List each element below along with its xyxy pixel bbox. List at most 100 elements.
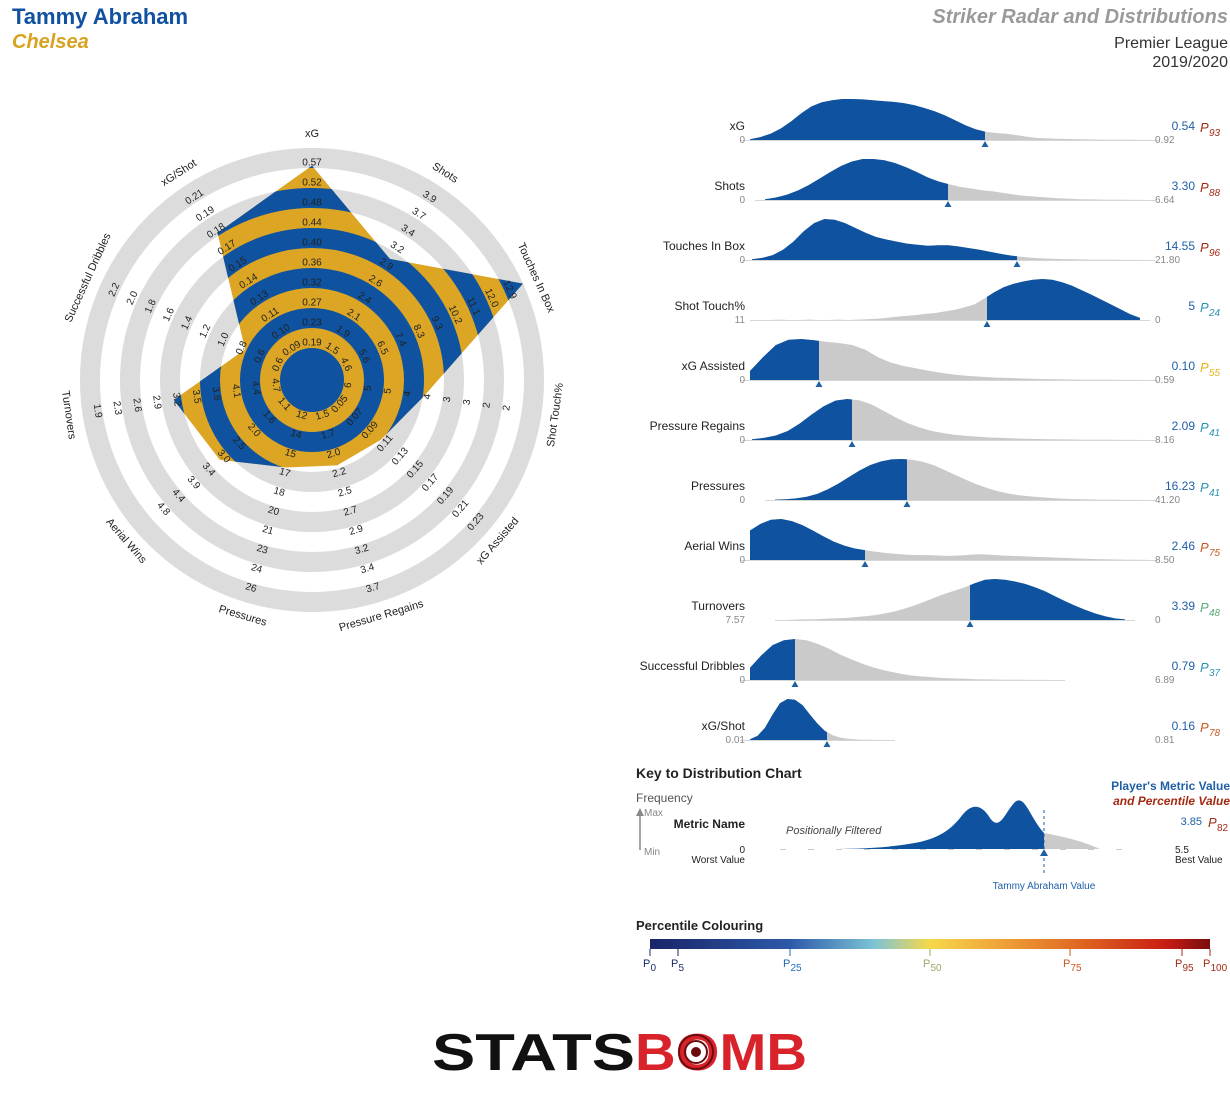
distribution-percentile-value: 41 — [1209, 488, 1220, 499]
radar-polygon-band — [280, 348, 344, 412]
distribution-player-marker — [983, 321, 991, 327]
percentile-colouring-title: Percentile Colouring — [636, 918, 763, 933]
distribution-player-area — [970, 579, 1125, 620]
key-player-marker — [1040, 849, 1048, 856]
percentile-colouring-legend: Percentile Colouring P 0 P 5 P 25 P 50 P 75 P 95 P 10… — [636, 918, 1228, 974]
radar-tick-label: 5 — [382, 387, 394, 395]
distribution-percentile-value: 78 — [1209, 728, 1221, 739]
season-label: 2019/2020 — [1152, 54, 1228, 71]
distribution-player-value: 0.54 — [1172, 119, 1196, 133]
radar-center — [292, 360, 332, 400]
distribution-percentile-value: 24 — [1208, 308, 1221, 319]
radar-tick-label: 15 — [283, 447, 297, 461]
radar-chart: 0.19 0.23 0.27 0.32 0.36 0.40 0.44 0.48 0.52 0.57… — [59, 128, 566, 634]
radar-tick-label: 2.5 — [337, 485, 354, 500]
logo-target-icon — [678, 1034, 714, 1070]
distribution-row: Pressure Regains 0 8.16 2.09 P 41 — [650, 399, 1220, 447]
distribution-metric-name: xG — [730, 119, 745, 133]
distribution-player-marker — [1013, 261, 1021, 267]
key-title: Key to Distribution Chart — [636, 765, 802, 781]
distribution-metric-name: xG/Shot — [702, 719, 746, 733]
distribution-metric-name: Aerial Wins — [684, 539, 745, 553]
radar-tick-label: 1.4 — [179, 314, 195, 332]
league-name: Premier League — [1114, 35, 1228, 52]
radar-axis-label: xG — [305, 128, 319, 140]
distribution-percentile-p: P — [1200, 660, 1209, 675]
radar-tick-label: 2.2 — [107, 281, 123, 299]
radar-tick-label: 0.52 — [302, 178, 322, 189]
percentile-tick-label: 50 — [931, 963, 943, 974]
radar-tick-label: 0.44 — [302, 218, 322, 229]
distribution-percentile-p: P — [1200, 720, 1209, 735]
radar-tick-label: 4.4 — [249, 380, 262, 396]
distribution-max-value: 0 — [1155, 615, 1161, 626]
distribution-min-value: 0 — [739, 495, 745, 506]
key-sample-value: 3.85 — [1181, 816, 1202, 828]
distribution-player-value: 3.39 — [1172, 599, 1196, 613]
distribution-percentile-value: 93 — [1209, 128, 1221, 139]
radar-tick-label: 1.6 — [161, 306, 177, 324]
radar-tick-label: 4.7 — [269, 378, 282, 394]
distribution-row: Aerial Wins 0 8.50 2.46 P 75 — [684, 519, 1221, 567]
distribution-percentile-value: 55 — [1209, 368, 1221, 379]
distribution-player-area — [752, 219, 1017, 260]
radar-tick-label: 23 — [255, 543, 269, 557]
radar-tick-label: 2.9 — [348, 523, 365, 538]
percentile-tick-label: 100 — [1211, 963, 1228, 974]
radar-tick-label: 8.3 — [411, 323, 427, 341]
percentile-tick-p: P — [1203, 958, 1210, 970]
percentile-tick-label: 0 — [651, 963, 657, 974]
distribution-metric-name: Shot Touch% — [675, 299, 746, 313]
percentile-tick-p: P — [1063, 958, 1070, 970]
distribution-percentile-value: 96 — [1209, 248, 1221, 259]
key-sample-pct: 82 — [1217, 823, 1229, 834]
distribution-min-value: 0 — [739, 675, 745, 686]
radar-tick-label: 2.6 — [130, 398, 143, 414]
radar-tick-label: 17 — [278, 466, 292, 480]
key-value-label: Player's Metric Value — [1111, 779, 1230, 793]
distribution-row: Pressures 0 41.20 16.23 P 41 — [691, 459, 1220, 507]
distribution-player-marker — [791, 681, 799, 687]
distribution-player-value: 14.55 — [1165, 239, 1195, 253]
radar-tick-label: 0.57 — [302, 158, 322, 169]
distribution-percentile-p: P — [1200, 180, 1209, 195]
distribution-player-value: 0.79 — [1172, 659, 1196, 673]
key-best-label: Best Value — [1175, 855, 1223, 866]
radar-tick-label: 0.48 — [302, 198, 322, 209]
distribution-max-value: 8.16 — [1155, 435, 1175, 446]
distribution-min-value: 0 — [739, 435, 745, 446]
distribution-player-value: 0.16 — [1172, 719, 1196, 733]
key-player-value-label: Tammy Abraham Value — [993, 881, 1096, 892]
radar-tick-label: 3.4 — [359, 562, 376, 577]
radar-tick-label: 0.32 — [302, 278, 322, 289]
distribution-row: Shot Touch% 11 0 5 P 24 — [675, 279, 1221, 327]
distribution-percentile-value: 48 — [1209, 608, 1221, 619]
distribution-min-value: 0.01 — [726, 735, 746, 746]
key-filtered-label: Positionally Filtered — [786, 825, 882, 837]
svg-text:STATS: STATS — [432, 1024, 635, 1080]
radar-tick-label: 2.7 — [342, 504, 359, 519]
radar-tick-label: 2.0 — [125, 289, 141, 307]
distribution-metric-name: xG Assisted — [682, 359, 745, 373]
distribution-player-area — [750, 639, 795, 680]
distribution-max-value: 41.20 — [1155, 495, 1180, 506]
radar-tick-label: 2.0 — [325, 447, 342, 462]
radar-tick-label: 3.2 — [354, 542, 371, 557]
distribution-min-value: 7.57 — [726, 615, 746, 626]
distribution-percentile-p: P — [1200, 600, 1209, 615]
distribution-player-value: 16.23 — [1165, 479, 1195, 493]
key-frequency-label: Frequency — [636, 791, 693, 805]
radar-tick-label: 0.36 — [302, 258, 322, 269]
distribution-player-area — [765, 159, 948, 200]
distribution-player-area — [775, 459, 907, 500]
key-min-label: Min — [644, 847, 660, 858]
percentile-tick-label: 95 — [1183, 963, 1195, 974]
distribution-key: Key to Distribution Chart Frequency Max … — [636, 765, 1230, 892]
distribution-player-value: 3.30 — [1172, 179, 1196, 193]
key-metric-name: Metric Name — [674, 817, 746, 831]
percentile-tick-p: P — [671, 958, 678, 970]
radar-tick-label: 1.7 — [320, 427, 337, 442]
radar-tick-label: 20 — [267, 505, 281, 519]
distribution-percentile-p: P — [1200, 360, 1209, 375]
